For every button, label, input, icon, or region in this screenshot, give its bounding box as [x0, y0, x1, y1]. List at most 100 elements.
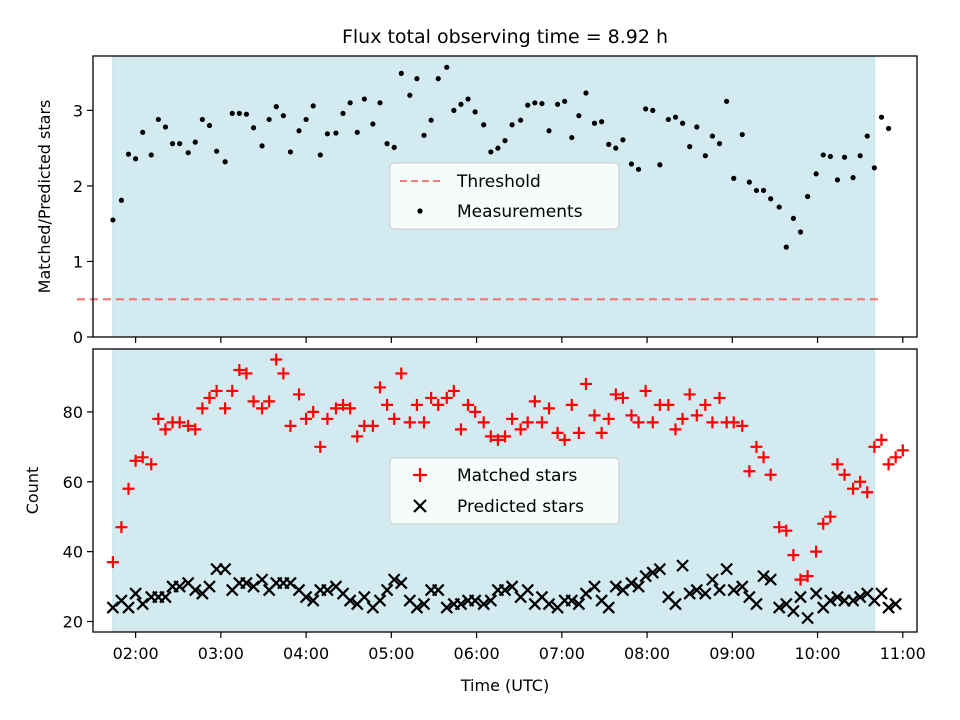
predicted-star-point — [343, 594, 357, 607]
predicted-star-point — [625, 576, 638, 590]
predicted-star-point — [632, 580, 645, 593]
bottom-y-ticks: 20 40 60 80 — [63, 403, 93, 632]
measurement-point — [259, 143, 265, 149]
measurement-point — [583, 90, 589, 96]
x-tick-label: 02:00 — [113, 644, 159, 663]
top-y-tick-label: 3 — [73, 101, 83, 120]
matched-star-point — [403, 416, 416, 429]
measurement-point — [133, 156, 139, 162]
measurement-point — [495, 145, 501, 151]
measurement-point — [813, 171, 819, 177]
predicted-star-point — [440, 601, 454, 614]
measurement-point — [532, 100, 538, 106]
top-axes: 0 1 2 3 Matched/Predicted stars Threshold M… — [35, 55, 918, 347]
predicted-star-point — [373, 594, 387, 607]
x-tick-label: 07:00 — [539, 644, 585, 663]
matched-star-point — [662, 398, 675, 411]
measurement-point — [354, 129, 360, 135]
x-tick-label: 08:00 — [624, 644, 670, 663]
measurement-point — [435, 76, 441, 82]
measurement-point — [199, 116, 205, 123]
matched-star-point — [831, 458, 844, 471]
matched-star-point — [173, 416, 186, 429]
predicted-star-point — [477, 597, 490, 611]
matched-star-point — [314, 440, 327, 453]
predicted-star-point — [846, 594, 860, 607]
measurement-point — [472, 109, 478, 115]
measurement-point — [539, 100, 545, 107]
matched-star-point — [787, 549, 800, 562]
measurement-point — [850, 175, 856, 181]
matched-star-point — [425, 391, 438, 404]
measurement-point — [599, 119, 605, 125]
predicted-star-point — [521, 583, 535, 597]
measurement-point — [753, 187, 760, 194]
measurement-point — [206, 122, 213, 129]
measurement-point — [716, 141, 723, 147]
predicted-star-point — [255, 573, 269, 586]
measurement-point — [465, 96, 471, 102]
matched-star-point — [514, 423, 527, 436]
matched-star-point — [182, 419, 195, 432]
predicted-star-point — [824, 594, 837, 607]
matched-star-point — [896, 444, 909, 457]
bot-y-tick-label: 80 — [63, 403, 83, 422]
bot-y-tick-label: 60 — [63, 473, 83, 492]
matched-star-point — [440, 391, 453, 404]
x-tick-label: 10:00 — [794, 644, 840, 663]
predicted-star-point — [565, 594, 579, 607]
measurement-point — [287, 149, 294, 155]
matched-star-point — [535, 416, 548, 429]
matched-star-point — [764, 468, 777, 481]
measurement-point — [243, 111, 250, 117]
bottom-y-axis-label: Count — [23, 467, 42, 515]
matched-star-point — [565, 398, 578, 411]
matched-star-point — [780, 524, 793, 537]
matched-star-point — [699, 398, 712, 411]
predicted-star-point — [602, 601, 615, 614]
matched-star-point — [528, 395, 541, 408]
matched-star-point — [889, 451, 902, 464]
predicted-star-point — [882, 601, 895, 614]
measurement-point — [628, 161, 635, 167]
matched-star-point — [625, 409, 638, 422]
measurement-point — [361, 96, 367, 102]
measurement-point — [155, 116, 161, 123]
matched-star-point — [145, 458, 158, 471]
measurement-point — [525, 102, 531, 108]
matched-star-point — [690, 409, 703, 422]
predicted-star-point — [431, 583, 445, 597]
matched-star-point — [838, 468, 851, 481]
bot-y-tick-label: 40 — [63, 543, 83, 562]
predicted-star-point — [129, 587, 142, 600]
matched-star-point — [616, 391, 629, 404]
predicted-star-point — [794, 590, 807, 604]
matched-star-point — [491, 433, 504, 446]
measurement-point — [280, 113, 286, 119]
measurement-point — [687, 144, 693, 150]
matched-star-point — [868, 440, 881, 453]
matched-star-point — [750, 440, 763, 453]
predicted-star-point — [727, 583, 741, 597]
legend-measurements-swatch — [417, 208, 423, 214]
x-tick-label: 04:00 — [283, 644, 329, 663]
matched-star-point — [669, 423, 682, 436]
bottom-legend-box — [389, 457, 620, 525]
predicted-star-point — [853, 590, 867, 604]
matched-star-point — [329, 402, 342, 415]
measurement-point — [827, 153, 833, 160]
measurement-point — [266, 116, 272, 123]
measurement-point — [428, 117, 434, 123]
measurement-point — [391, 144, 397, 151]
measurement-point — [702, 153, 708, 159]
matched-star-point — [270, 353, 283, 366]
predicted-star-point — [757, 569, 770, 583]
measurement-point — [613, 145, 619, 151]
matched-star-point — [743, 465, 756, 478]
matched-star-point — [810, 545, 823, 558]
predicted-star-point — [669, 597, 682, 611]
predicted-star-point — [218, 562, 232, 576]
x-axis-label: Time (UTC) — [460, 676, 549, 695]
matched-star-point — [256, 402, 269, 415]
predicted-star-point — [410, 601, 424, 614]
